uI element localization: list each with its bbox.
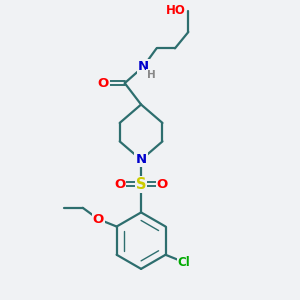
Text: N: N [138,60,149,73]
Text: HO: HO [166,4,185,17]
Text: H: H [147,70,156,80]
Text: N: N [136,153,147,166]
Text: Cl: Cl [178,256,190,269]
Text: O: O [114,178,125,191]
Text: S: S [136,177,146,192]
Text: O: O [93,213,104,226]
Text: O: O [98,76,109,90]
Text: O: O [157,178,168,191]
